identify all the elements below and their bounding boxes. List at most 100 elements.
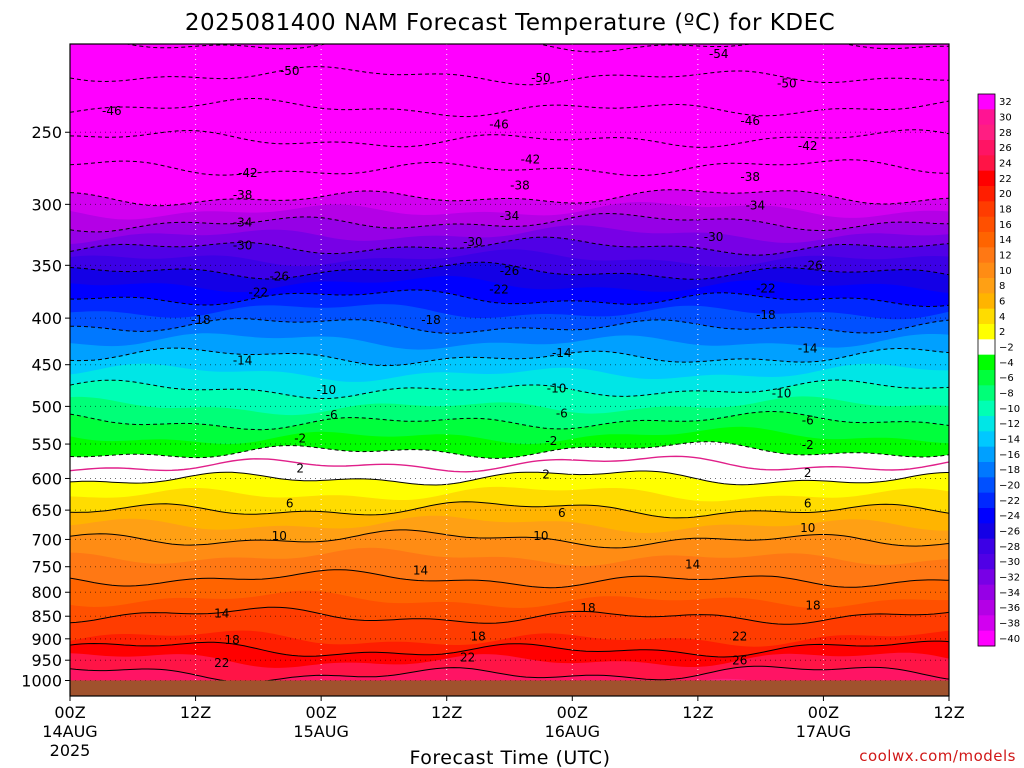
colorbar-label: 4	[999, 312, 1005, 323]
colorbar-label: −28	[999, 542, 1020, 553]
colorbar-swatch	[978, 523, 995, 540]
y-tick-label: 1000	[21, 671, 62, 690]
isotherm-line	[70, 212, 949, 233]
contour-label: 2	[804, 466, 812, 480]
x-tick-date-label: 14AUG	[42, 722, 97, 741]
y-tick-label: 800	[31, 583, 62, 602]
colorbar-label: 6	[999, 297, 1005, 308]
colorbar-label: 14	[999, 235, 1012, 246]
colorbar-label: −4	[999, 358, 1014, 369]
contour-label: 18	[805, 598, 820, 612]
plot-area: -54 -50 -50 -50 -46 -46 -46 -42 -42 -42 -38 -38 -38 -…	[70, 44, 949, 696]
contour-label: -18	[756, 308, 776, 322]
contour-label: 10	[533, 529, 548, 543]
colorbar-label: −8	[999, 389, 1014, 400]
isotherm-line	[70, 129, 949, 148]
colorbar-label: −16	[999, 450, 1020, 461]
colorbar-label: 12	[999, 251, 1012, 262]
isotherm-line	[70, 640, 949, 658]
isotherm-line	[70, 159, 949, 177]
colorbar-label: −22	[999, 496, 1020, 507]
temperature-contours	[70, 44, 949, 696]
contour-label: -30	[704, 230, 724, 244]
colorbar-swatch	[978, 354, 995, 371]
pressure-axis: 250 300 350 400 450 500 550 600 650 700 750 800 850 9…	[21, 123, 70, 690]
contour-label: -34	[746, 199, 766, 213]
colorbar-swatch	[978, 554, 995, 570]
plot-frame	[69, 43, 950, 697]
colorbar-label: 30	[999, 113, 1012, 124]
colorbar-label: 18	[999, 205, 1012, 216]
contour-label: 6	[558, 506, 566, 520]
contour-label: -10	[547, 382, 567, 396]
colorbar-label: 2	[999, 327, 1005, 338]
colorbar-label: −24	[999, 511, 1020, 522]
x-tick-date-label: 16AUG	[545, 722, 600, 741]
colorbar: 32 30 28 26 24 22 20 18 16 14 12 10 8 6 4 2 −2 −4 −6 −8 −10 −…	[977, 93, 1020, 647]
isotherm-line	[70, 98, 949, 118]
colorbar-swatch	[978, 140, 995, 156]
contour-label: 18	[225, 633, 240, 647]
x-tick-year-label: 2025	[50, 741, 91, 760]
colorbar-swatch	[978, 630, 995, 647]
x-tick-label: 12Z	[682, 703, 713, 722]
colorbar-swatch	[978, 155, 995, 172]
colorbar-swatch	[978, 400, 995, 417]
colorbar-label: 26	[999, 143, 1012, 154]
contour-label: 26	[732, 654, 747, 668]
colorbar-swatch	[978, 293, 995, 310]
contour-label: -6	[802, 413, 814, 427]
isotherm-line	[70, 529, 949, 549]
colorbar-label: −20	[999, 481, 1020, 492]
colorbar-swatch	[978, 232, 995, 248]
isotherm-line	[70, 665, 949, 683]
contour-label: -26	[803, 258, 823, 272]
colorbar-label: 32	[999, 97, 1012, 108]
colorbar-label: 22	[999, 174, 1012, 185]
x-tick-label: 12Z	[180, 703, 211, 722]
colorbar-swatch	[978, 431, 995, 448]
contour-label: -42	[238, 166, 258, 180]
colorbar-swatch	[978, 492, 995, 509]
y-tick-label: 500	[31, 397, 62, 416]
colorbar-swatch	[978, 339, 995, 356]
colorbar-swatch	[978, 569, 995, 586]
isotherm-line	[70, 569, 949, 589]
colorbar-label: −6	[999, 373, 1014, 384]
x-tick-label: 12Z	[933, 703, 964, 722]
colorbar-label: 16	[999, 220, 1012, 231]
contour-label: -46	[489, 117, 509, 131]
isotherm-line	[70, 289, 949, 308]
y-tick-label: 750	[31, 558, 62, 577]
contour-label: -50	[777, 76, 797, 90]
colorbar-label: −18	[999, 465, 1020, 476]
contour-label: -50	[531, 71, 551, 85]
colorbar-label: −10	[999, 404, 1020, 415]
colorbar-swatch	[978, 324, 995, 340]
colorbar-label: −12	[999, 419, 1020, 430]
colorbar-label: −34	[999, 588, 1020, 599]
y-tick-label: 300	[31, 195, 62, 214]
contour-label: -46	[102, 104, 122, 118]
y-tick-label: 550	[31, 435, 62, 454]
colorbar-frame	[977, 93, 996, 647]
y-tick-label: 350	[31, 256, 62, 275]
contour-label: 14	[413, 563, 428, 577]
colorbar-label: −40	[999, 634, 1020, 645]
colorbar-label: −2	[999, 343, 1014, 354]
contour-label: 2	[296, 461, 304, 475]
colorbar-label: 20	[999, 189, 1012, 200]
contour-label: -22	[249, 286, 269, 300]
contour-label: -38	[740, 170, 760, 184]
x-tick-label: 00Z	[808, 703, 839, 722]
contour-label: -2	[545, 434, 557, 448]
colorbar-swatch	[978, 615, 995, 632]
contour-label: -10	[317, 383, 337, 397]
colorbar-swatch	[978, 201, 995, 218]
colorbar-label: 10	[999, 266, 1012, 277]
colorbar-swatch	[978, 216, 995, 233]
colorbar-label: −26	[999, 527, 1020, 538]
colorbar-label: 24	[999, 159, 1012, 170]
colorbar-swatch	[978, 186, 995, 202]
contour-labels: -54 -50 -50 -50 -46 -46 -46 -42 -42 -42 -38 -38 -38 -…	[102, 47, 823, 670]
